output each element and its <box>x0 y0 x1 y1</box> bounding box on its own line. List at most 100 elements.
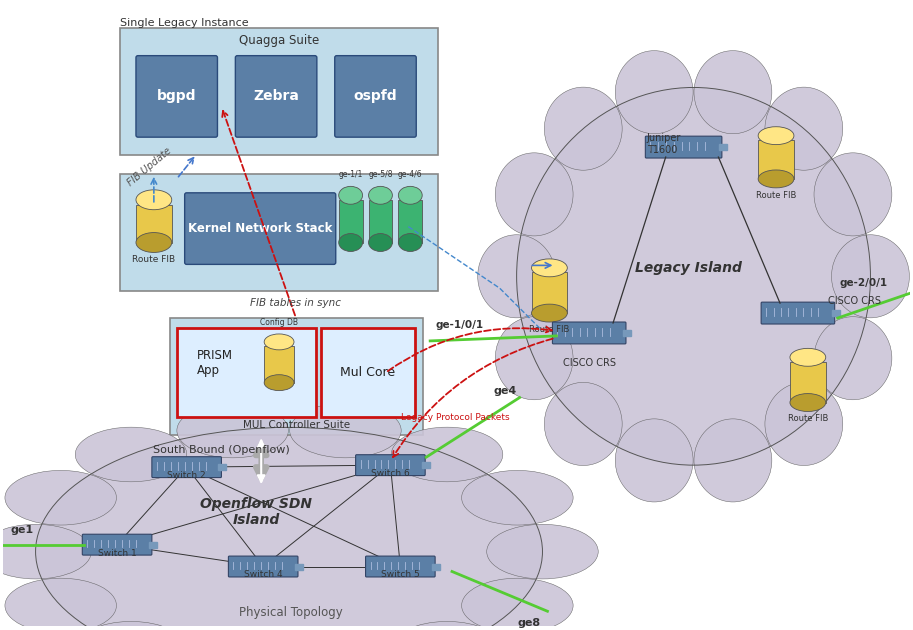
Text: Switch 4: Switch 4 <box>244 570 282 580</box>
Text: Switch 6: Switch 6 <box>371 469 410 478</box>
Ellipse shape <box>398 234 422 251</box>
Text: Kernel Network Stack: Kernel Network Stack <box>188 222 332 235</box>
Text: ge-1/1: ge-1/1 <box>339 170 362 179</box>
Text: Mul Core: Mul Core <box>340 366 395 379</box>
FancyBboxPatch shape <box>645 136 722 158</box>
Ellipse shape <box>832 235 909 318</box>
Bar <box>121 28 438 155</box>
Ellipse shape <box>136 232 172 253</box>
FancyBboxPatch shape <box>335 55 416 137</box>
Bar <box>170 318 424 435</box>
Ellipse shape <box>392 427 503 482</box>
Text: Quagga Suite: Quagga Suite <box>239 34 320 47</box>
Ellipse shape <box>517 88 870 465</box>
Text: South Bound (Openflow): South Bound (Openflow) <box>153 445 289 455</box>
Ellipse shape <box>487 524 598 579</box>
Bar <box>218 464 226 470</box>
Ellipse shape <box>477 235 555 318</box>
Text: Switch 1: Switch 1 <box>98 549 136 558</box>
Text: Route FIB: Route FIB <box>132 255 175 265</box>
Ellipse shape <box>339 234 362 251</box>
Ellipse shape <box>758 127 794 145</box>
Text: Openflow SDN
Island: Openflow SDN Island <box>200 497 312 527</box>
Text: CISCO CRS: CISCO CRS <box>562 358 615 368</box>
Ellipse shape <box>531 304 567 322</box>
Bar <box>121 174 438 291</box>
Text: Single Legacy Instance: Single Legacy Instance <box>121 18 248 28</box>
Polygon shape <box>369 200 393 243</box>
Ellipse shape <box>765 87 843 170</box>
Text: ge4: ge4 <box>493 386 517 396</box>
Text: ge-2/0/1: ge-2/0/1 <box>839 278 887 289</box>
Ellipse shape <box>75 621 187 630</box>
Ellipse shape <box>814 153 892 236</box>
Bar <box>623 330 631 336</box>
FancyBboxPatch shape <box>152 457 222 478</box>
FancyBboxPatch shape <box>82 534 152 555</box>
Text: Route FIB: Route FIB <box>756 191 796 200</box>
Text: Config DB: Config DB <box>260 318 298 327</box>
Ellipse shape <box>544 87 622 170</box>
Bar <box>295 564 303 570</box>
Text: Route FIB: Route FIB <box>788 415 828 423</box>
FancyBboxPatch shape <box>228 556 298 577</box>
Text: Route FIB: Route FIB <box>530 325 570 334</box>
Ellipse shape <box>495 153 573 236</box>
Text: ge-4/6: ge-4/6 <box>398 170 423 179</box>
Ellipse shape <box>790 394 825 411</box>
Polygon shape <box>758 140 794 179</box>
FancyBboxPatch shape <box>177 328 316 418</box>
Bar <box>422 462 430 468</box>
FancyBboxPatch shape <box>236 55 317 137</box>
Ellipse shape <box>5 471 117 525</box>
Ellipse shape <box>615 419 693 502</box>
Ellipse shape <box>544 382 622 466</box>
Text: ospfd: ospfd <box>353 89 397 103</box>
Bar <box>832 310 840 316</box>
Ellipse shape <box>398 186 422 204</box>
Ellipse shape <box>531 259 567 277</box>
Ellipse shape <box>264 334 294 350</box>
Polygon shape <box>531 272 567 313</box>
Text: FIB tables in sync: FIB tables in sync <box>250 298 341 308</box>
Text: Legacy Protocol Packets: Legacy Protocol Packets <box>401 413 509 422</box>
Polygon shape <box>264 346 294 382</box>
FancyBboxPatch shape <box>761 302 834 324</box>
Ellipse shape <box>462 578 573 630</box>
Ellipse shape <box>136 190 172 210</box>
Ellipse shape <box>790 348 825 366</box>
Polygon shape <box>339 200 362 243</box>
Polygon shape <box>398 200 422 243</box>
Ellipse shape <box>758 170 794 188</box>
Bar <box>149 542 157 547</box>
Ellipse shape <box>264 375 294 391</box>
Ellipse shape <box>765 382 843 466</box>
Ellipse shape <box>36 427 542 630</box>
Text: ge1: ge1 <box>11 525 34 535</box>
FancyBboxPatch shape <box>320 328 415 418</box>
Ellipse shape <box>0 524 91 579</box>
FancyBboxPatch shape <box>365 556 436 577</box>
Ellipse shape <box>814 317 892 400</box>
Bar <box>719 144 727 150</box>
Ellipse shape <box>339 186 362 204</box>
Ellipse shape <box>289 403 401 458</box>
Text: CISCO CRS: CISCO CRS <box>828 296 881 306</box>
Text: Switch 5: Switch 5 <box>381 570 420 580</box>
Polygon shape <box>136 205 172 243</box>
FancyBboxPatch shape <box>356 455 425 476</box>
Ellipse shape <box>75 427 187 482</box>
Ellipse shape <box>5 578 117 630</box>
Text: ge-5/8: ge-5/8 <box>368 170 393 179</box>
Ellipse shape <box>392 621 503 630</box>
Ellipse shape <box>177 403 289 458</box>
Bar <box>432 564 440 570</box>
FancyBboxPatch shape <box>184 193 336 265</box>
Text: Physical Topology: Physical Topology <box>239 606 343 619</box>
Ellipse shape <box>694 419 771 502</box>
Text: ge8: ge8 <box>518 618 541 628</box>
Text: PRISM
App: PRISM App <box>196 349 233 377</box>
Polygon shape <box>790 362 825 403</box>
Ellipse shape <box>615 50 693 134</box>
FancyBboxPatch shape <box>552 322 626 344</box>
